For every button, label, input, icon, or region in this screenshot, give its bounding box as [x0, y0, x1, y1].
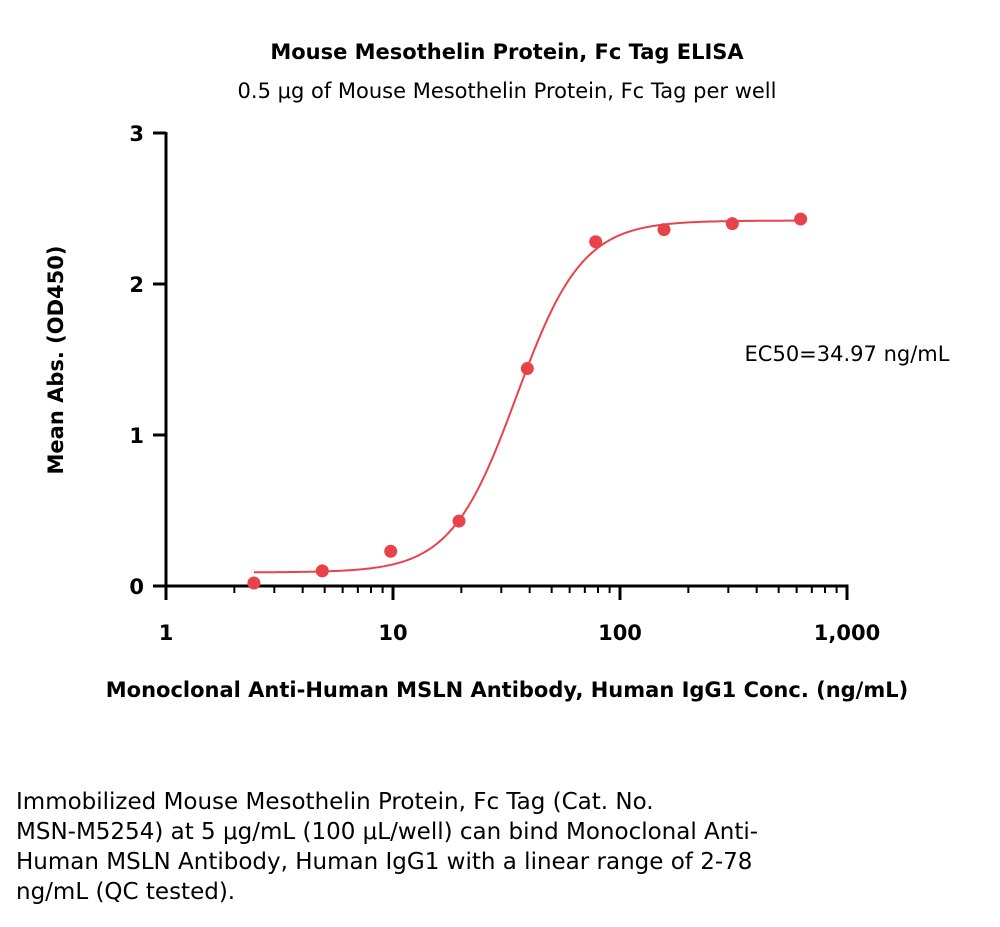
caption-line: Human MSLN Antibody, Human IgG1 with a l…	[16, 849, 753, 875]
x-axis-label: Monoclonal Anti-Human MSLN Antibody, Hum…	[106, 678, 908, 702]
y-tick-label: 1	[129, 424, 144, 448]
x-tick-label: 1,000	[814, 621, 880, 645]
caption-line: ng/mL (QC tested).	[16, 879, 236, 905]
data-point	[589, 235, 603, 249]
data-point	[794, 212, 808, 226]
chart-title: Mouse Mesothelin Protein, Fc Tag ELISA	[270, 40, 744, 64]
data-point	[315, 564, 329, 578]
data-point	[657, 223, 671, 237]
caption-line: Immobilized Mouse Mesothelin Protein, Fc…	[16, 789, 654, 815]
caption-line: MSN-M5254) at 5 μg/mL (100 μL/well) can …	[16, 819, 759, 845]
elisa-chart: Mouse Mesothelin Protein, Fc Tag ELISA 0…	[44, 40, 950, 702]
fit-curve-layer	[253, 219, 801, 574]
y-tick-label: 3	[129, 122, 144, 146]
y-tick-label: 2	[129, 273, 144, 297]
y-axis-label: Mean Abs. (OD450)	[44, 246, 68, 475]
x-tick-label: 100	[598, 621, 642, 645]
x-tick-label: 1	[159, 621, 174, 645]
chart-subtitle: 0.5 μg of Mouse Mesothelin Protein, Fc T…	[238, 79, 777, 103]
data-point	[384, 544, 398, 558]
fit-curve	[253, 219, 801, 574]
data-point	[452, 514, 466, 528]
ec50-annotation: EC50=34.97 ng/mL	[745, 342, 950, 366]
data-points-layer	[247, 212, 808, 590]
data-point	[520, 362, 534, 376]
y-tick-label: 0	[129, 575, 144, 599]
x-tick-label: 10	[378, 621, 407, 645]
data-point	[247, 576, 261, 590]
data-point	[725, 217, 739, 231]
figure-caption: Immobilized Mouse Mesothelin Protein, Fc…	[16, 787, 916, 907]
